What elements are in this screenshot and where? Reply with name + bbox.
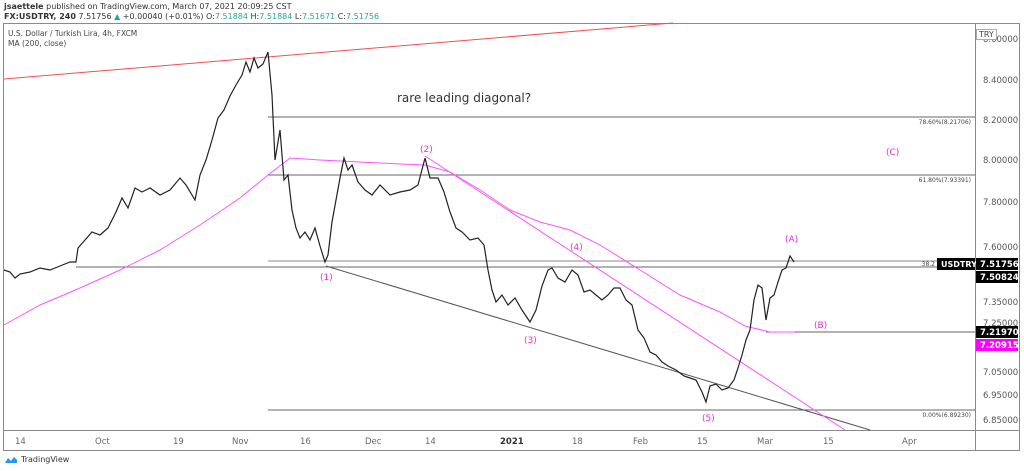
ma-price-badge: [976, 339, 1018, 351]
level-price-badge-2: [976, 326, 1018, 338]
svg-text:8.00000: 8.00000: [983, 156, 1018, 166]
fib-618-label: 61.80%(7.93391): [919, 177, 971, 184]
svg-text:6.95000: 6.95000: [983, 391, 1018, 401]
svg-text:7.50824: 7.50824: [980, 273, 1019, 283]
svg-text:7.05000: 7.05000: [983, 368, 1018, 378]
level-price-badge-1: [976, 271, 1018, 283]
ohlc-bar: FX:USDTRY, 240 7.51756 ▲ +0.00040 (+0.01…: [4, 12, 380, 21]
svg-text:Oct: Oct: [95, 437, 110, 447]
symbol-label: FX:USDTRY, 240: [4, 12, 76, 21]
published-text: published on TradingView.com, March 07, …: [46, 2, 292, 11]
symbol-price-badge: [937, 258, 975, 270]
svg-text:Mar: Mar: [757, 437, 774, 447]
close-value: 7.51756: [345, 12, 380, 21]
svg-text:Apr: Apr: [902, 437, 917, 447]
footer: TradingView: [4, 455, 69, 464]
ma-200-line: [3, 157, 795, 333]
wave-label-3: (3): [524, 336, 537, 346]
price-axis[interactable]: 8.60000 8.40000 8.20000 8.00000 7.80000 …: [983, 35, 1018, 426]
low-value: 7.51671: [302, 12, 336, 21]
currency-badge[interactable]: TRY: [976, 29, 997, 40]
svg-text:Feb: Feb: [633, 437, 648, 447]
svg-text:USDTRY: USDTRY: [941, 260, 977, 269]
svg-text:8.60000: 8.60000: [983, 35, 1018, 45]
svg-text:7.35000: 7.35000: [983, 298, 1018, 308]
wave-label-a: (A): [785, 235, 798, 245]
svg-text:6.85000: 6.85000: [983, 416, 1018, 426]
svg-text:7.20915: 7.20915: [980, 341, 1019, 351]
diagonal-lower-trendline[interactable]: [325, 265, 871, 431]
svg-text:18: 18: [572, 437, 583, 447]
time-axis[interactable]: 14 Oct 19 Nov 16 Dec 14 2021 18 Feb 15 M…: [15, 437, 917, 447]
wave-label-b: (B): [814, 321, 827, 331]
resistance-trendline[interactable]: [3, 22, 674, 80]
indicator-legend[interactable]: MA (200, close): [8, 39, 67, 48]
svg-text:7.80000: 7.80000: [983, 198, 1018, 208]
svg-text:8.20000: 8.20000: [983, 116, 1018, 126]
fib-382-label: 38.2: [922, 261, 936, 268]
svg-text:15: 15: [697, 437, 708, 447]
last-price-badge: [976, 258, 1018, 270]
open-value: 7.51884: [214, 12, 248, 21]
svg-text:7.25000: 7.25000: [983, 319, 1018, 329]
publisher-name[interactable]: jsaettele: [4, 2, 44, 11]
high-value: 7.51884: [259, 12, 293, 21]
svg-text:8.40000: 8.40000: [983, 76, 1018, 86]
price-change: +0.00040 (+0.01%): [122, 12, 204, 21]
up-arrow-icon: ▲: [114, 12, 121, 21]
svg-text:2021: 2021: [500, 437, 524, 447]
annotation-text: rare leading diagonal?: [397, 91, 531, 105]
svg-text:Dec: Dec: [365, 437, 382, 447]
svg-text:19: 19: [173, 437, 184, 447]
wave-label-4: (4): [570, 243, 583, 253]
wave-label-1: (1): [320, 273, 333, 283]
svg-text:16: 16: [300, 437, 311, 447]
wave-label-c: (C): [886, 148, 899, 158]
svg-text:14: 14: [15, 437, 26, 447]
last-price: 7.51756: [78, 12, 112, 21]
publish-info: jsaettele published on TradingView.com, …: [4, 2, 292, 11]
fib-0-label: 0.00%(6.89230): [922, 412, 971, 419]
svg-text:14: 14: [425, 437, 436, 447]
svg-text:7.21970: 7.21970: [980, 328, 1019, 338]
diagonal-upper-trendline[interactable]: [424, 155, 846, 431]
tradingview-logo-icon: [5, 456, 17, 463]
chart-frame: [3, 23, 1020, 451]
tradingview-brand[interactable]: TradingView: [21, 455, 70, 464]
wave-label-2: (2): [420, 145, 433, 155]
chart-title: U.S. Dollar / Turkish Lira, 4h, FXCM: [8, 29, 138, 38]
svg-text:15: 15: [823, 437, 834, 447]
svg-text:7.51756: 7.51756: [980, 260, 1019, 270]
svg-text:Nov: Nov: [232, 437, 249, 447]
svg-text:7.60000: 7.60000: [983, 243, 1018, 253]
fib-786-label: 78.60%(8.21706): [919, 119, 971, 126]
price-series: [3, 51, 795, 404]
wave-label-5: (5): [702, 414, 715, 424]
